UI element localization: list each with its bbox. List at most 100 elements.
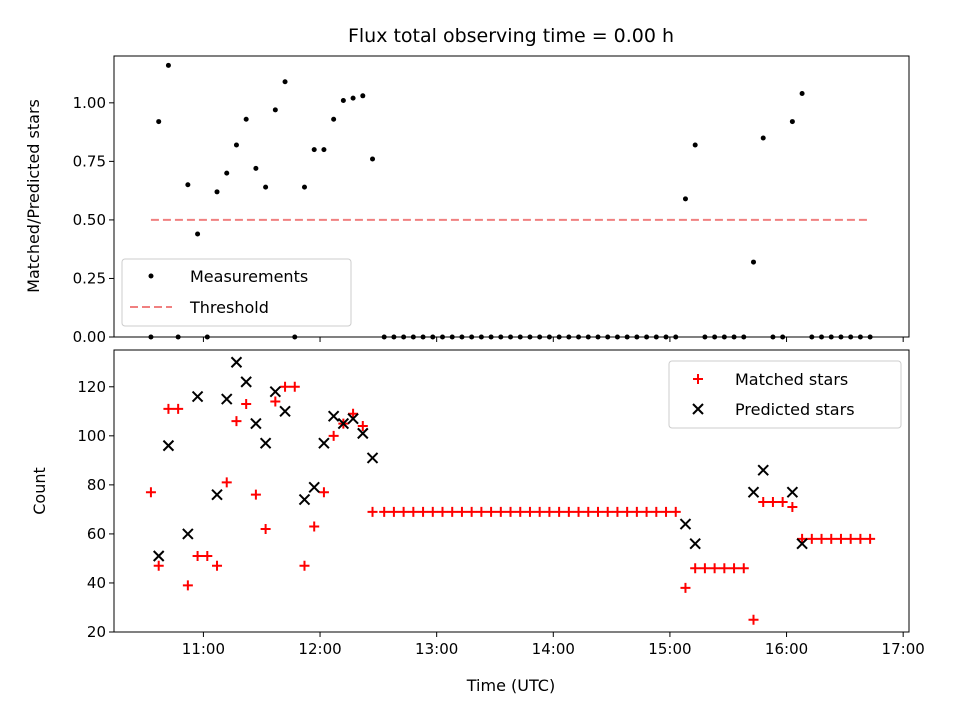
matched-star-point xyxy=(456,506,467,517)
measurement-point xyxy=(595,334,601,340)
bottom-y-tick-label: 100 xyxy=(77,427,106,445)
measurement-point xyxy=(175,334,181,340)
measurement-point xyxy=(331,116,337,122)
x-tick-label: 11:00 xyxy=(182,640,225,658)
predicted-star-point xyxy=(308,481,320,494)
matched-star-point xyxy=(163,403,174,414)
matched-star-point xyxy=(379,506,390,517)
chart-marks: 0.00 0.25 0.50 0.75 1.00 20 40 60 80 100 120 11:00 1… xyxy=(73,62,925,658)
matched-star-point xyxy=(221,477,232,488)
matched-star-point xyxy=(680,582,691,593)
matched-star-point xyxy=(719,563,730,574)
measurement-point xyxy=(605,334,611,340)
predicted-star-point xyxy=(347,412,359,425)
matched-star-point xyxy=(398,506,409,517)
measurement-point xyxy=(750,259,756,265)
predicted-star-point xyxy=(796,538,808,550)
matched-star-point xyxy=(231,416,242,427)
measurement-point xyxy=(156,119,162,125)
measurement-point xyxy=(702,334,708,340)
matched-star-point xyxy=(309,521,320,532)
predicted-star-point xyxy=(240,376,252,388)
matched-star-point xyxy=(524,506,535,517)
measurement-point xyxy=(340,97,346,103)
measurement-point xyxy=(272,107,278,113)
matched-star-point xyxy=(797,533,808,544)
matched-star-point xyxy=(738,563,749,574)
measurement-point xyxy=(391,334,397,340)
legend-predicted-label: Predicted stars xyxy=(735,400,855,419)
measurement-point xyxy=(692,142,698,148)
matched-star-point xyxy=(260,524,271,535)
bottom-y-tick-label: 20 xyxy=(87,623,106,641)
measurement-point xyxy=(576,334,582,340)
bottom-y-tick-label: 60 xyxy=(87,525,106,543)
matched-star-point xyxy=(486,506,497,517)
matched-star-point xyxy=(447,506,458,517)
predicted-star-point xyxy=(298,493,311,506)
matched-star-point xyxy=(855,533,866,544)
measurement-point xyxy=(224,170,230,176)
measurement-point xyxy=(566,334,572,340)
matched-star-point xyxy=(661,506,672,517)
measurement-point xyxy=(799,90,805,96)
top-y-tick-label: 0.50 xyxy=(73,211,106,229)
x-tick-label: 17:00 xyxy=(882,640,925,658)
bottom-y-tick-label: 80 xyxy=(87,476,106,494)
matched-star-point xyxy=(554,506,565,517)
matched-star-point xyxy=(690,563,701,574)
matched-star-point xyxy=(806,533,817,544)
measurement-point xyxy=(469,334,475,340)
matched-star-point xyxy=(534,506,545,517)
measurement-point xyxy=(760,135,766,141)
measurement-point xyxy=(301,184,307,190)
matched-star-point xyxy=(612,506,623,517)
measurement-point xyxy=(498,334,504,340)
measurement-point xyxy=(165,62,171,68)
matched-star-point xyxy=(357,421,368,432)
matched-star-point xyxy=(437,506,448,517)
matched-star-point xyxy=(515,506,526,517)
matched-star-point xyxy=(202,550,213,561)
predicted-star-point xyxy=(279,405,291,418)
predicted-star-point xyxy=(250,417,262,430)
matched-star-point xyxy=(388,506,399,517)
matched-star-point xyxy=(729,563,740,574)
measurement-point xyxy=(527,334,533,340)
matched-star-point xyxy=(427,506,438,517)
matched-star-point xyxy=(758,497,769,508)
measurement-point xyxy=(478,334,484,340)
matched-star-point xyxy=(328,430,339,441)
measurement-point xyxy=(360,93,366,99)
predicted-star-point xyxy=(357,427,369,440)
measurement-point xyxy=(420,334,426,340)
matched-star-point xyxy=(748,614,759,625)
matched-star-point xyxy=(826,533,837,544)
measurement-point xyxy=(233,142,239,148)
x-tick-label: 13:00 xyxy=(415,640,458,658)
top-legend: Measurements Threshold xyxy=(121,258,352,327)
matched-star-point xyxy=(777,497,788,508)
matched-star-point xyxy=(592,506,603,517)
predicted-star-point xyxy=(679,518,692,530)
measurement-point xyxy=(292,334,298,340)
measurement-point xyxy=(857,334,863,340)
x-tick-label: 14:00 xyxy=(532,640,575,658)
measurement-point xyxy=(430,334,436,340)
legend-threshold-label: Threshold xyxy=(189,298,269,317)
measurement-point xyxy=(449,334,455,340)
matched-star-point xyxy=(408,506,419,517)
matched-star-point xyxy=(631,506,642,517)
measurement-point xyxy=(263,184,269,190)
matched-star-point xyxy=(699,563,710,574)
predicted-star-point xyxy=(162,439,175,452)
matched-star-point xyxy=(583,506,594,517)
measurement-point xyxy=(459,334,465,340)
predicted-star-point xyxy=(327,410,340,422)
measurement-point xyxy=(644,334,650,340)
matched-star-point xyxy=(173,403,184,414)
predicted-star-point xyxy=(152,550,165,562)
top-y-tick-label: 1.00 xyxy=(73,94,106,112)
matched-star-point xyxy=(787,501,798,512)
matched-star-point xyxy=(835,533,846,544)
